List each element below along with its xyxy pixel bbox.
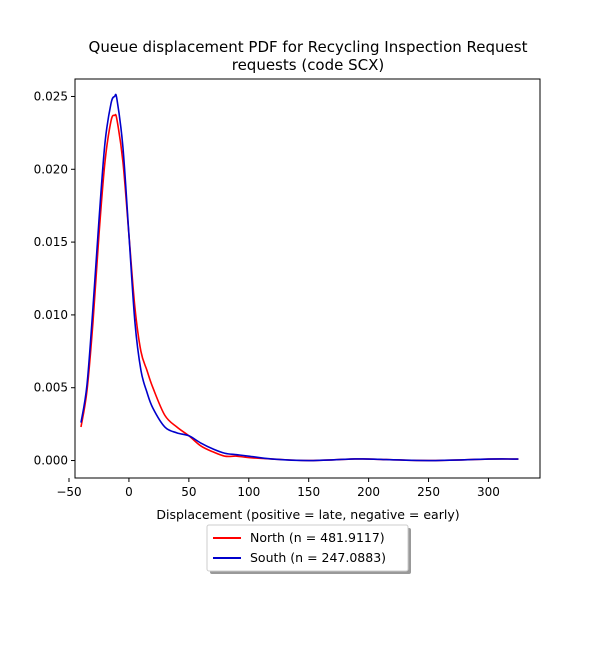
y-tick-label: 0.005 xyxy=(34,381,68,395)
x-axis: −50 0 50 100 150 200 250 300 xyxy=(56,478,500,499)
x-tick-label: 0 xyxy=(125,485,133,499)
y-tick-label: 0.010 xyxy=(34,308,68,322)
chart-title-line-1: Queue displacement PDF for Recycling Ins… xyxy=(89,38,528,56)
y-tick-label: 0.015 xyxy=(34,235,68,249)
x-tick-label: 50 xyxy=(181,485,196,499)
series-line-north xyxy=(80,113,519,462)
plot-frame xyxy=(74,78,541,479)
series-line-south xyxy=(80,93,519,462)
x-tick-label: 250 xyxy=(417,485,440,499)
plot-lines xyxy=(80,93,519,462)
legend-box xyxy=(206,524,409,572)
x-axis-label: Displacement (positive = late, negative … xyxy=(156,507,459,522)
x-tick-label: 300 xyxy=(477,485,500,499)
chart-title-line-2: requests (code SCX) xyxy=(232,56,385,74)
x-tick-label: 200 xyxy=(357,485,380,499)
y-tick-label: 0.020 xyxy=(34,162,68,176)
x-tick-label: 100 xyxy=(237,485,260,499)
y-axis: 0.000 0.005 0.010 0.015 0.020 0.025 xyxy=(34,89,75,468)
legend-label-north: North (n = 481.9117) xyxy=(250,530,385,545)
y-tick-label: 0.000 xyxy=(34,454,68,468)
legend: North (n = 481.9117) South (n = 247.0883… xyxy=(206,524,411,574)
x-tick-label: 150 xyxy=(297,485,320,499)
y-tick-label: 0.025 xyxy=(34,89,68,103)
legend-label-south: South (n = 247.0883) xyxy=(250,550,386,565)
x-tick-label: −50 xyxy=(56,485,81,499)
